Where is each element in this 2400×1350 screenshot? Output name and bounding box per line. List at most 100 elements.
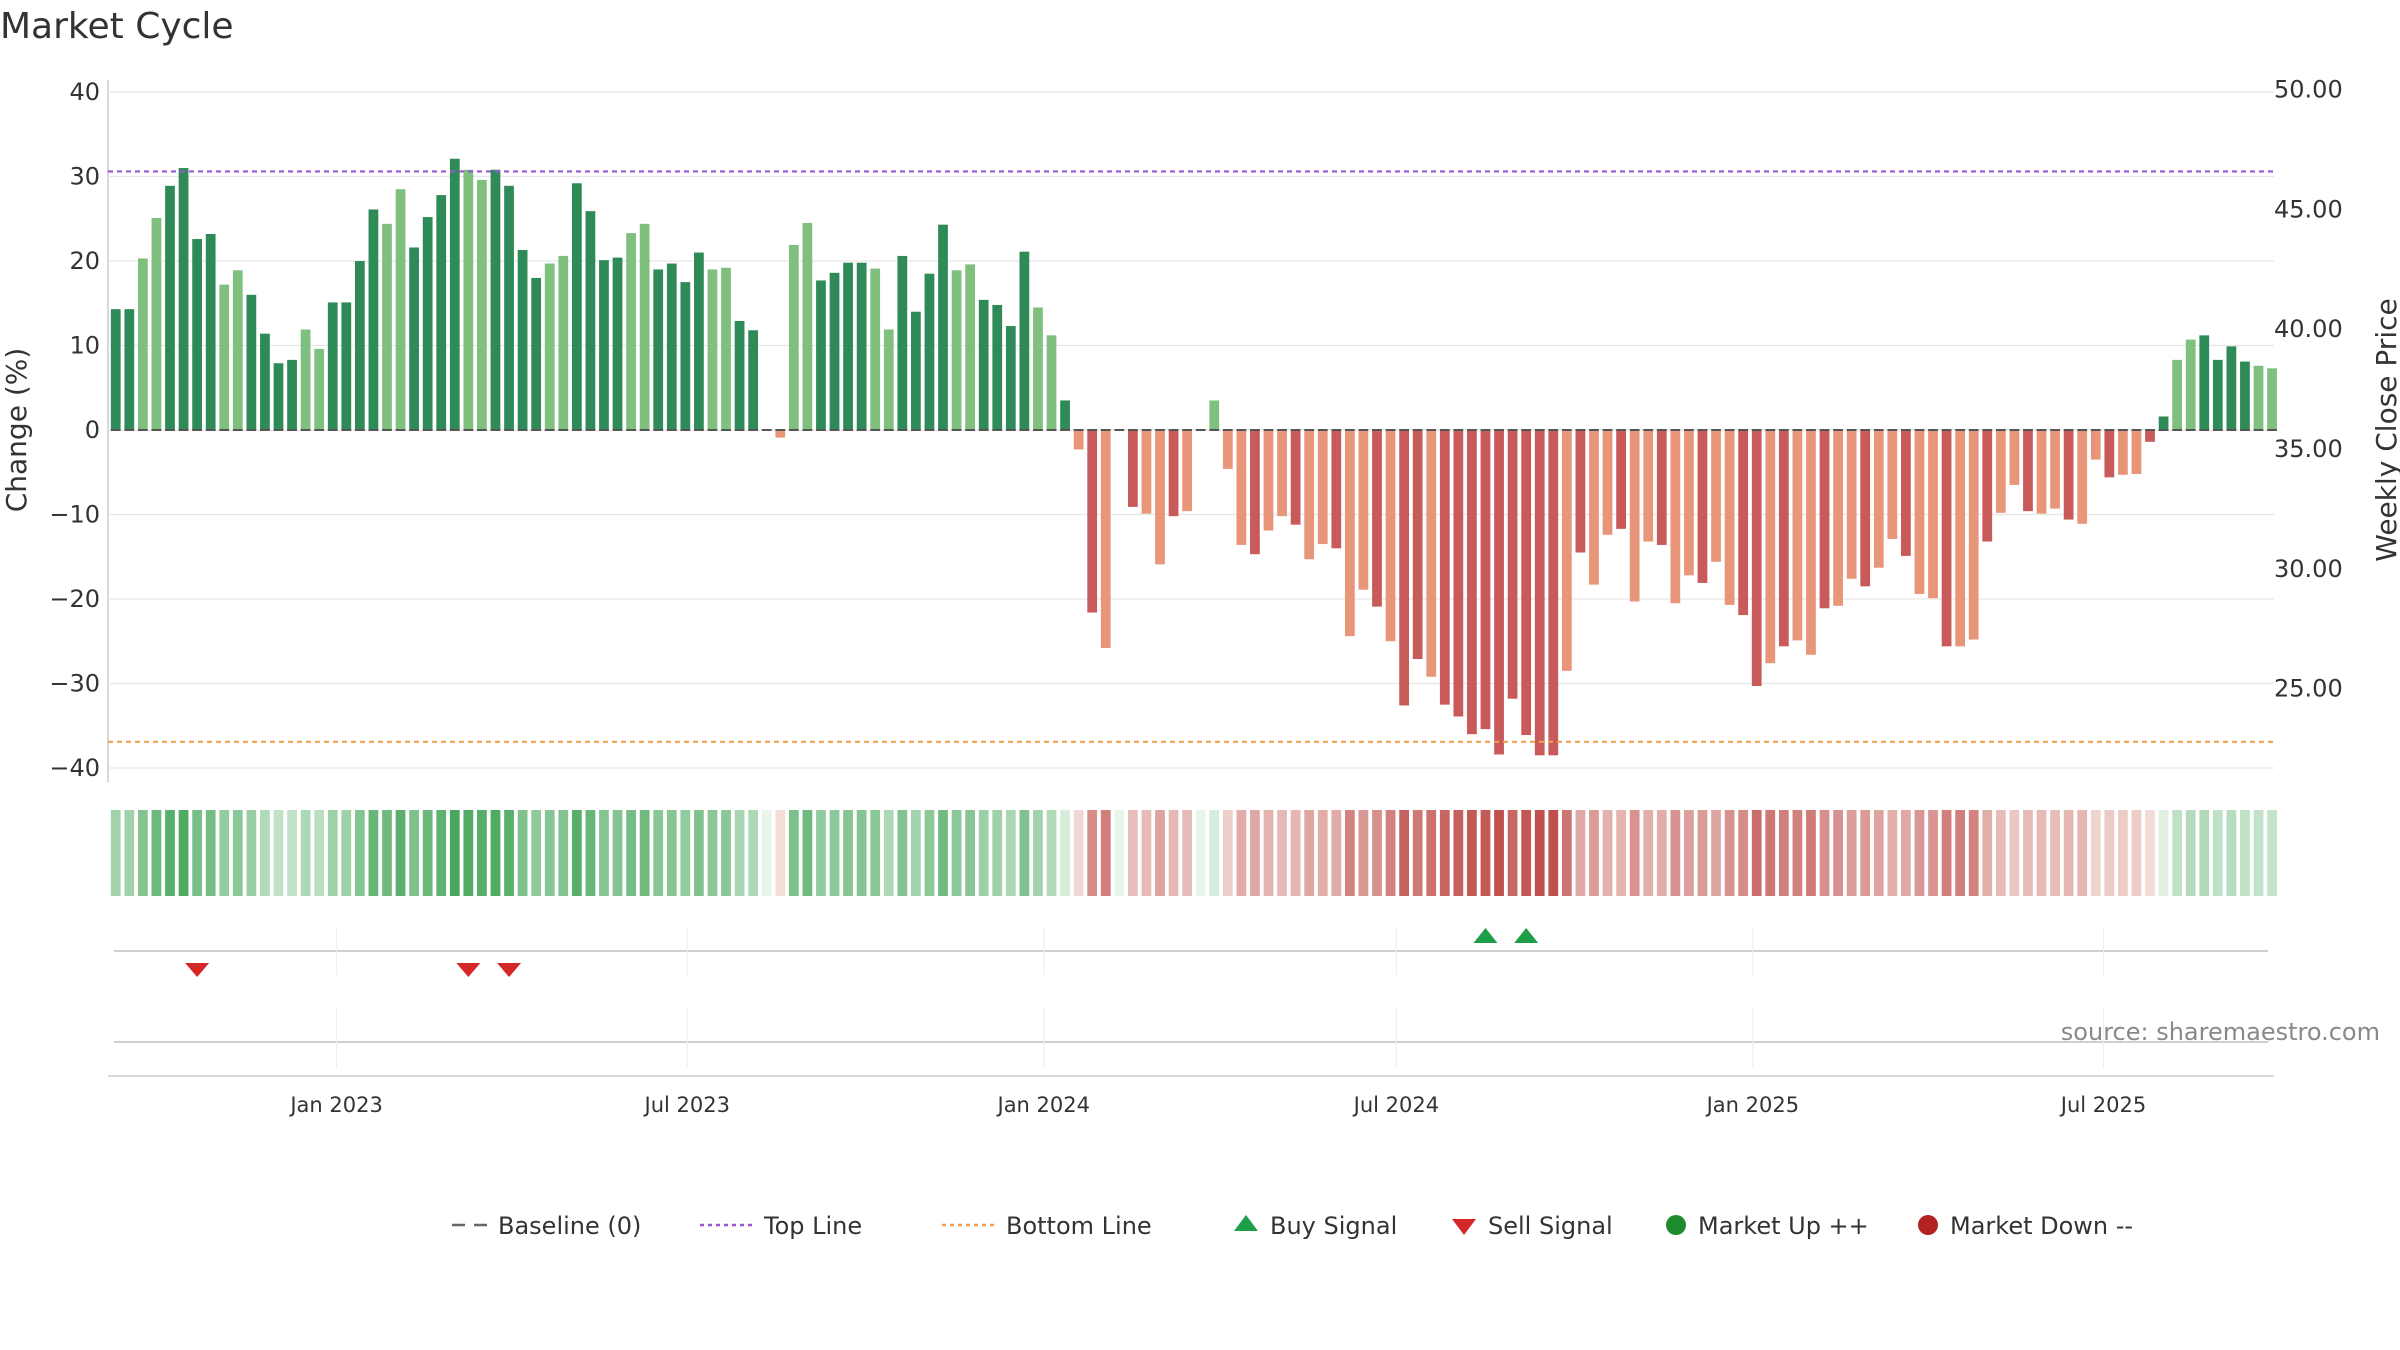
bar [721, 267, 731, 430]
baseline-mark [1860, 429, 1871, 431]
heat-cell [1439, 810, 1450, 896]
baseline-mark [2145, 429, 2155, 431]
heat-cell [721, 810, 731, 896]
heat-cell [1968, 810, 1979, 896]
heat-cell [2158, 810, 2169, 896]
y-tick-label: 0 [85, 416, 100, 444]
baseline-mark [463, 429, 474, 431]
bar [1168, 430, 1179, 517]
baseline-mark [694, 429, 704, 431]
y2-tick-label: 45.00 [2274, 195, 2343, 223]
baseline-mark [1507, 429, 1518, 431]
legend-item: Bottom Line [942, 1212, 1152, 1240]
bar [178, 168, 189, 431]
legend-label: Sell Signal [1488, 1212, 1613, 1240]
bar [1778, 430, 1789, 647]
baseline-mark [1589, 429, 1599, 431]
baseline-mark [422, 429, 433, 431]
baseline-mark [734, 429, 745, 431]
baseline-mark [1128, 429, 1138, 431]
baseline-mark [1697, 429, 1708, 431]
bar [978, 299, 989, 430]
heat-cell [2253, 810, 2264, 896]
heat-cell [1385, 810, 1396, 896]
legend-label: Top Line [763, 1212, 862, 1240]
legend-item: Market Down -- [1918, 1212, 2133, 1240]
baseline-mark [1629, 429, 1640, 431]
heat-cell [2226, 810, 2237, 896]
baseline-mark [1670, 429, 1681, 431]
baseline-mark [2240, 429, 2250, 431]
x-tick-label: Jan 2023 [288, 1093, 383, 1117]
heat-cell [1263, 810, 1274, 896]
bar [1507, 430, 1518, 699]
heat-cell [449, 810, 460, 896]
baseline-mark [1534, 429, 1545, 431]
y-tick-label: 30 [69, 163, 100, 191]
heat-cell [1765, 810, 1776, 896]
bar [368, 209, 379, 430]
baseline-mark [599, 429, 609, 431]
bar [911, 311, 921, 430]
heat-cell [1643, 810, 1654, 896]
heat-cell [1453, 810, 1464, 896]
heat-cell [897, 810, 908, 896]
baseline-mark [1494, 429, 1504, 431]
baseline-mark [1290, 429, 1301, 431]
baseline-mark [1941, 429, 1952, 431]
buy-signal-marker [1514, 928, 1539, 943]
baseline-mark [1073, 429, 1084, 431]
bar [124, 309, 135, 430]
bar [2050, 430, 2060, 509]
bar [2023, 430, 2033, 512]
heat-cell [2185, 810, 2196, 896]
baseline-mark [490, 429, 501, 431]
baseline-mark [504, 429, 514, 431]
heat-cell [2212, 810, 2223, 896]
bar [1182, 430, 1192, 512]
heat-cell [1792, 810, 1803, 896]
signal-panel [108, 928, 2274, 1077]
bar [504, 185, 514, 430]
y-tick-label: −30 [49, 670, 100, 698]
baseline-mark [653, 429, 664, 431]
heat-cell [761, 810, 772, 896]
heat-cell [517, 810, 528, 896]
baseline-mark [110, 429, 121, 431]
baseline-mark [1168, 429, 1179, 431]
heat-cell [192, 810, 202, 896]
bar [585, 211, 596, 430]
heat-cell [626, 810, 636, 896]
heat-cell [1222, 810, 1233, 896]
bar [2063, 430, 2074, 520]
heat-cell [1955, 810, 1966, 896]
baseline-mark [232, 429, 243, 431]
heat-cell [1589, 810, 1599, 896]
heat-cell [965, 810, 976, 896]
bar [951, 270, 962, 430]
bar [1005, 326, 1016, 430]
bar [2158, 416, 2169, 430]
bar [1385, 430, 1396, 642]
heat-cell [1399, 810, 1409, 896]
x-tick-label: Jul 2025 [2059, 1093, 2146, 1117]
legend-swatch [1666, 1215, 1686, 1235]
baseline-mark [1182, 429, 1192, 431]
heat-cell [409, 810, 419, 896]
bar [1765, 430, 1776, 664]
heat-cell [1901, 810, 1911, 896]
baseline-mark [1833, 429, 1843, 431]
baseline-mark [816, 429, 826, 431]
baseline-mark [748, 429, 759, 431]
bar [1453, 430, 1464, 717]
legend-item: Top Line [700, 1212, 862, 1240]
heat-cell [816, 810, 826, 896]
heat-cell [1358, 810, 1369, 896]
heat-cell [2240, 810, 2250, 896]
heat-cell [1073, 810, 1084, 896]
baseline-mark [1358, 429, 1369, 431]
x-tick-label: Jul 2024 [1352, 1093, 1439, 1117]
y-tick-label: 20 [69, 247, 100, 275]
baseline-mark [1548, 429, 1559, 431]
